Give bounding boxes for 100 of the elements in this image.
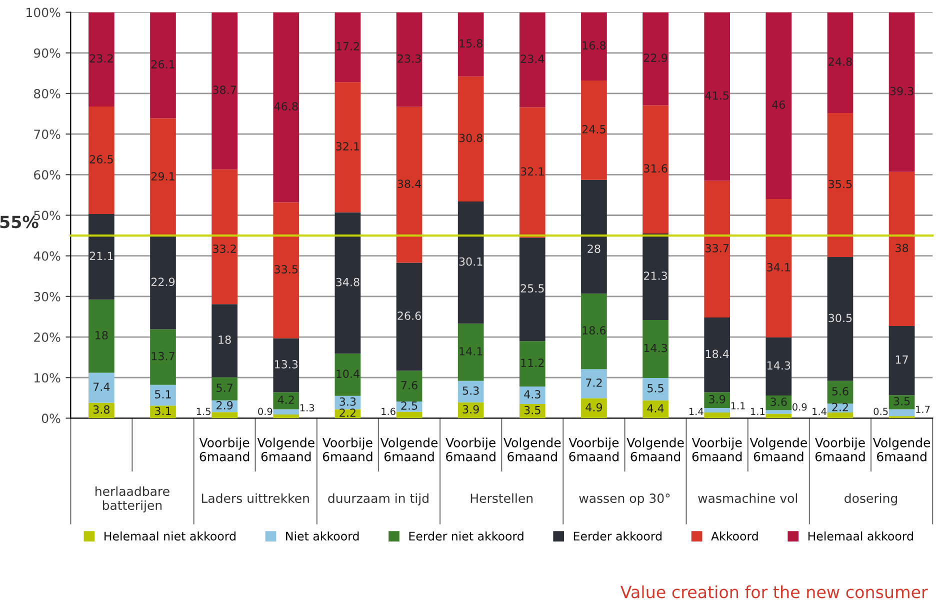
x-tick-label: Volgende 6maand <box>380 438 438 462</box>
bar <box>581 369 607 398</box>
bar <box>704 408 730 413</box>
data-label: 28 <box>588 244 600 253</box>
bar <box>458 76 484 202</box>
data-label: 35.5 <box>828 180 852 188</box>
bar <box>766 12 792 200</box>
bar <box>827 257 854 381</box>
x-tick-label: Voorbije 6maand <box>568 438 619 462</box>
bar <box>766 410 792 414</box>
y-tick-label: 60% <box>34 170 60 180</box>
bar <box>704 392 730 408</box>
bar <box>150 236 176 330</box>
legend-label: Helemaal niet akkoord <box>104 531 236 541</box>
bar <box>581 12 607 80</box>
bar <box>642 105 668 234</box>
data-label: 15.8 <box>460 39 482 48</box>
data-label: 24.8 <box>828 57 852 66</box>
data-label: 3.9 <box>462 405 479 414</box>
data-label: 18.6 <box>582 326 606 335</box>
text: Laders uittrekken <box>202 493 309 504</box>
legend-label: Helemaal akkoord <box>808 531 913 541</box>
bar <box>150 329 176 385</box>
text: duurzaam in tijd <box>328 493 428 506</box>
data-label: 16.8 <box>582 41 606 50</box>
data-label: 1.4 <box>689 408 704 415</box>
data-label: 10.4 <box>336 370 360 378</box>
bar <box>88 214 114 300</box>
data-label: 39.3 <box>890 86 914 96</box>
data-label: 3.5 <box>524 406 540 414</box>
bar <box>704 12 730 181</box>
data-label: 1.3 <box>300 404 314 412</box>
bar <box>581 80 607 180</box>
bar <box>396 262 422 371</box>
data-label: 21.3 <box>644 272 668 280</box>
data-label: 7.2 <box>586 378 602 387</box>
text: Herstellen <box>470 493 532 504</box>
data-label: 23.2 <box>90 54 113 63</box>
data-label: 1.5 <box>196 408 210 416</box>
x-tick-label: Volgende 6maand <box>257 438 314 462</box>
bar <box>273 338 300 392</box>
bar <box>519 107 546 238</box>
bar <box>273 392 300 410</box>
bar <box>642 12 668 106</box>
bar <box>88 300 114 373</box>
bar <box>766 199 792 338</box>
data-label: 0.9 <box>792 403 807 411</box>
bar <box>396 12 422 107</box>
bar <box>458 201 484 324</box>
bar <box>519 341 546 387</box>
x-tick-label: Voorbije 6maand <box>815 438 865 462</box>
legend-label: Eerder akkoord <box>574 531 662 541</box>
data-label: 5.6 <box>832 387 848 396</box>
data-label: 34.8 <box>336 278 360 286</box>
data-label: 26.1 <box>151 60 174 68</box>
bar <box>150 384 176 406</box>
bar <box>273 202 300 338</box>
y-tick-label: 20% <box>34 332 60 342</box>
data-label: 2.2 <box>340 408 356 417</box>
bar <box>642 378 668 400</box>
y-tick-label: 100% <box>26 8 60 18</box>
data-label: 32.1 <box>336 142 360 150</box>
text: wasmachine vol <box>698 493 798 504</box>
bar <box>888 12 915 172</box>
data-label: 14.3 <box>768 361 790 370</box>
x-tick-label: Voorbije 6maand <box>199 438 250 462</box>
bar <box>458 324 484 381</box>
bar <box>212 377 238 400</box>
data-label: 13.7 <box>152 352 174 360</box>
x-tick-label: Volgende 6maand <box>504 438 561 462</box>
bar <box>396 370 422 402</box>
data-label: 24.5 <box>582 125 606 134</box>
bar <box>519 238 546 342</box>
data-label: 4.9 <box>586 403 602 412</box>
x-tick-label: Voorbije 6maand <box>692 438 742 462</box>
text: wassen op 30° <box>579 494 670 506</box>
data-label: 30.1 <box>459 257 482 266</box>
data-label: 41.5 <box>705 91 728 100</box>
x-tick-label: Volgende 6maand <box>626 438 684 462</box>
data-label: 3.6 <box>770 398 787 406</box>
data-label: 18 <box>96 331 108 340</box>
bar <box>581 398 607 418</box>
y-tick-label: 80% <box>34 88 60 98</box>
data-label: 38.4 <box>398 180 422 188</box>
data-label: 25.5 <box>520 284 544 293</box>
bar <box>396 412 422 418</box>
data-label: 2.5 <box>401 401 418 410</box>
data-label: 31.6 <box>644 164 668 173</box>
data-label: 4.4 <box>647 404 664 412</box>
data-label: 14.1 <box>460 347 482 356</box>
y-tick-label: 40% <box>34 251 60 261</box>
data-label: 46.8 <box>274 102 298 111</box>
x-tick-label: Voorbije 6maand <box>322 438 372 462</box>
data-label: 33.2 <box>213 244 236 253</box>
bar <box>519 404 546 418</box>
data-label: 29.1 <box>151 172 174 181</box>
data-label: 13.3 <box>274 360 298 368</box>
bar <box>88 106 114 214</box>
legend-label: Eerder niet akkoord <box>409 531 524 541</box>
data-label: 17 <box>896 356 908 364</box>
